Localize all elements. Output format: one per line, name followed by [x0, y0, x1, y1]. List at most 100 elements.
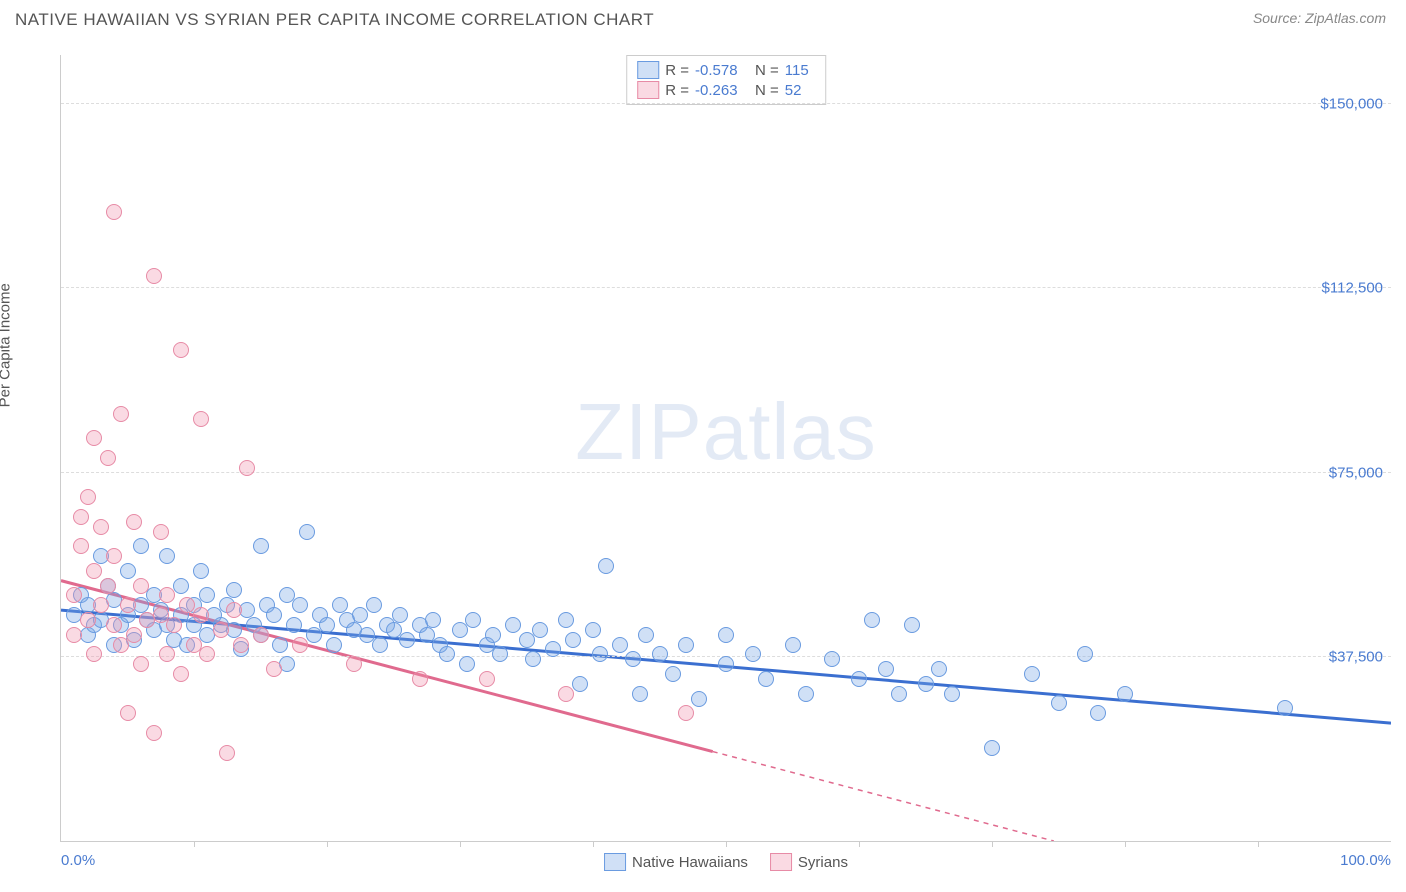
r-value: -0.263 — [695, 82, 749, 99]
gridline — [61, 472, 1391, 473]
scatter-point — [173, 666, 189, 682]
x-tick — [992, 841, 993, 847]
scatter-point — [253, 538, 269, 554]
correlation-legend: R =-0.578N =115R =-0.263N =52 — [626, 55, 826, 105]
y-tick-label: $150,000 — [1320, 96, 1383, 113]
scatter-point — [319, 617, 335, 633]
scatter-point — [193, 607, 209, 623]
scatter-point — [598, 558, 614, 574]
scatter-point — [585, 622, 601, 638]
scatter-point — [1090, 705, 1106, 721]
scatter-point — [565, 632, 581, 648]
watermark: ZIPatlas — [575, 386, 876, 478]
scatter-point — [558, 686, 574, 702]
scatter-point — [918, 676, 934, 692]
series-legend-item: Syrians — [770, 853, 848, 871]
scatter-point — [93, 597, 109, 613]
scatter-point — [399, 632, 415, 648]
scatter-point — [459, 656, 475, 672]
scatter-point — [226, 602, 242, 618]
scatter-point — [146, 725, 162, 741]
scatter-point — [93, 519, 109, 535]
r-value: -0.578 — [695, 62, 749, 79]
series-legend-item: Native Hawaiians — [604, 853, 748, 871]
scatter-point — [166, 617, 182, 633]
scatter-point — [1277, 700, 1293, 716]
trend-line-dashed — [713, 752, 1054, 841]
x-tick — [194, 841, 195, 847]
x-tick — [1125, 841, 1126, 847]
scatter-point — [904, 617, 920, 633]
scatter-point — [632, 686, 648, 702]
scatter-point — [984, 740, 1000, 756]
scatter-point — [592, 646, 608, 662]
scatter-point — [106, 617, 122, 633]
scatter-point — [133, 656, 149, 672]
scatter-point — [219, 745, 235, 761]
x-tick-label: 100.0% — [1340, 852, 1391, 869]
scatter-point — [173, 342, 189, 358]
scatter-point — [73, 538, 89, 554]
scatter-point — [86, 646, 102, 662]
scatter-point — [159, 548, 175, 564]
scatter-point — [292, 637, 308, 653]
scatter-point — [372, 637, 388, 653]
scatter-point — [126, 627, 142, 643]
scatter-point — [346, 656, 362, 672]
scatter-point — [758, 671, 774, 687]
scatter-point — [1117, 686, 1133, 702]
scatter-point — [532, 622, 548, 638]
scatter-point — [612, 637, 628, 653]
scatter-point — [153, 524, 169, 540]
scatter-point — [718, 656, 734, 672]
scatter-point — [73, 509, 89, 525]
scatter-point — [159, 646, 175, 662]
legend-swatch — [770, 853, 792, 871]
r-label: R = — [665, 62, 689, 79]
x-tick-label: 0.0% — [61, 852, 95, 869]
scatter-point — [106, 548, 122, 564]
scatter-point — [798, 686, 814, 702]
scatter-point — [299, 524, 315, 540]
scatter-point — [326, 637, 342, 653]
legend-swatch — [637, 81, 659, 99]
scatter-point — [1077, 646, 1093, 662]
scatter-point — [266, 607, 282, 623]
scatter-point — [193, 411, 209, 427]
y-tick-label: $75,000 — [1329, 464, 1383, 481]
plot-area: ZIPatlas R =-0.578N =115R =-0.263N =52 N… — [60, 55, 1391, 842]
scatter-point — [878, 661, 894, 677]
scatter-point — [159, 587, 175, 603]
scatter-point — [106, 204, 122, 220]
x-tick — [327, 841, 328, 847]
scatter-point — [465, 612, 481, 628]
scatter-point — [785, 637, 801, 653]
scatter-point — [824, 651, 840, 667]
x-tick — [726, 841, 727, 847]
scatter-point — [678, 705, 694, 721]
scatter-point — [66, 587, 82, 603]
scatter-point — [332, 597, 348, 613]
scatter-point — [678, 637, 694, 653]
source-attribution: Source: ZipAtlas.com — [1253, 10, 1386, 26]
scatter-point — [864, 612, 880, 628]
scatter-point — [718, 627, 734, 643]
scatter-point — [146, 268, 162, 284]
scatter-point — [851, 671, 867, 687]
scatter-point — [505, 617, 521, 633]
scatter-point — [412, 671, 428, 687]
scatter-point — [80, 489, 96, 505]
scatter-point — [891, 686, 907, 702]
chart-title: NATIVE HAWAIIAN VS SYRIAN PER CAPITA INC… — [15, 10, 654, 30]
scatter-point — [272, 637, 288, 653]
scatter-point — [292, 597, 308, 613]
scatter-point — [652, 646, 668, 662]
scatter-point — [558, 612, 574, 628]
scatter-point — [425, 612, 441, 628]
scatter-point — [625, 651, 641, 667]
scatter-point — [193, 563, 209, 579]
correlation-legend-row: R =-0.578N =115 — [637, 60, 815, 80]
scatter-point — [745, 646, 761, 662]
scatter-point — [113, 406, 129, 422]
scatter-point — [572, 676, 588, 692]
